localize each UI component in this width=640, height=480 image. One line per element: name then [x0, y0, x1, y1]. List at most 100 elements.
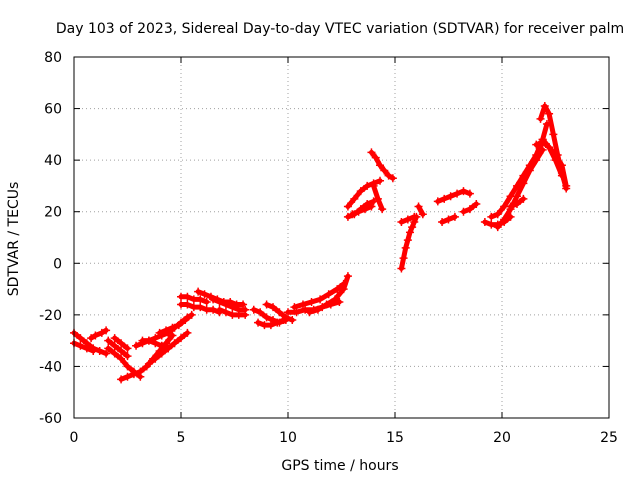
data-point: [322, 300, 331, 309]
data-point: [316, 295, 325, 304]
data-point: [493, 210, 502, 219]
data-point: [177, 334, 185, 343]
series-trace: [349, 204, 374, 217]
data-point: [183, 328, 192, 337]
data-point: [487, 212, 496, 221]
series-arc-13: [177, 300, 224, 317]
data-point: [157, 349, 166, 358]
data-point: [102, 349, 111, 358]
data-point: [155, 328, 164, 337]
data-point: [397, 264, 406, 273]
data-point: [465, 189, 474, 198]
data-point: [384, 171, 393, 180]
series-arc-03: [87, 326, 111, 343]
data-point: [438, 218, 447, 227]
data-point: [500, 215, 509, 224]
y-tick-label: 40: [44, 153, 62, 169]
series-arc-28: [397, 212, 421, 273]
data-point: [162, 326, 171, 335]
y-tick-label: 20: [44, 205, 62, 221]
data-point: [339, 285, 348, 294]
data-point: [532, 140, 541, 149]
x-tick-label: 15: [386, 430, 404, 446]
data-point: [117, 354, 126, 363]
series-arc-06: [110, 334, 132, 353]
data-point: [194, 287, 203, 296]
data-point: [356, 187, 365, 196]
data-point: [91, 331, 100, 340]
data-point: [376, 176, 385, 185]
data-point: [170, 339, 179, 348]
data-point: [414, 202, 423, 211]
data-point: [87, 334, 96, 343]
data-point: [76, 334, 85, 343]
data-point: [181, 316, 190, 325]
data-point: [110, 341, 119, 350]
data-point: [110, 334, 119, 343]
data-point: [221, 300, 230, 309]
series-arc-35: [487, 120, 551, 221]
data-point: [196, 303, 205, 312]
data-point: [331, 295, 340, 304]
data-point: [298, 300, 307, 309]
data-point: [241, 310, 250, 319]
data-point: [371, 153, 380, 162]
data-point: [196, 295, 205, 304]
data-point: [307, 297, 316, 306]
data-point: [249, 305, 258, 314]
data-point: [254, 318, 263, 327]
data-point: [350, 194, 359, 203]
data-point: [545, 109, 554, 118]
data-point: [519, 179, 528, 188]
data-point: [104, 344, 113, 353]
series-arc-32: [438, 212, 459, 227]
data-point: [324, 290, 333, 299]
data-point: [335, 297, 344, 306]
data-point: [403, 236, 412, 245]
data-point: [168, 331, 177, 340]
series-arc-26: [367, 148, 397, 183]
data-point: [433, 197, 442, 206]
data-point: [459, 207, 468, 216]
data-point: [549, 130, 558, 139]
data-point: [281, 313, 290, 322]
data-point: [215, 305, 224, 314]
data-point: [450, 212, 459, 221]
series-trace: [88, 327, 109, 341]
data-point: [410, 212, 419, 221]
data-point: [262, 313, 271, 322]
data-point: [102, 326, 111, 335]
data-point: [269, 303, 278, 312]
data-point: [97, 328, 106, 337]
data-point: [405, 228, 414, 237]
data-point: [200, 290, 209, 299]
data-point: [305, 308, 314, 317]
plot-frame: [73, 56, 610, 419]
data-point: [151, 354, 160, 363]
data-point: [343, 212, 352, 221]
series-arc-12: [177, 292, 211, 306]
series-trace: [71, 340, 96, 354]
data-point: [290, 303, 299, 312]
series-arc-31: [433, 187, 474, 206]
data-point: [512, 192, 521, 201]
data-point: [104, 336, 113, 345]
data-point: [343, 272, 352, 281]
data-point: [273, 318, 282, 327]
data-point: [557, 171, 566, 180]
data-point: [151, 334, 160, 343]
data-point: [540, 101, 549, 110]
series-arc-18: [254, 316, 288, 330]
data-point: [82, 344, 91, 353]
data-point: [117, 339, 126, 348]
data-point: [536, 114, 545, 123]
data-point: [408, 223, 417, 232]
series-trace: [540, 137, 565, 179]
data-point: [110, 349, 119, 358]
data-point: [440, 194, 449, 203]
data-point: [446, 192, 455, 201]
series-arc-33: [459, 199, 481, 216]
data-points: [70, 101, 571, 384]
data-point: [144, 336, 153, 345]
